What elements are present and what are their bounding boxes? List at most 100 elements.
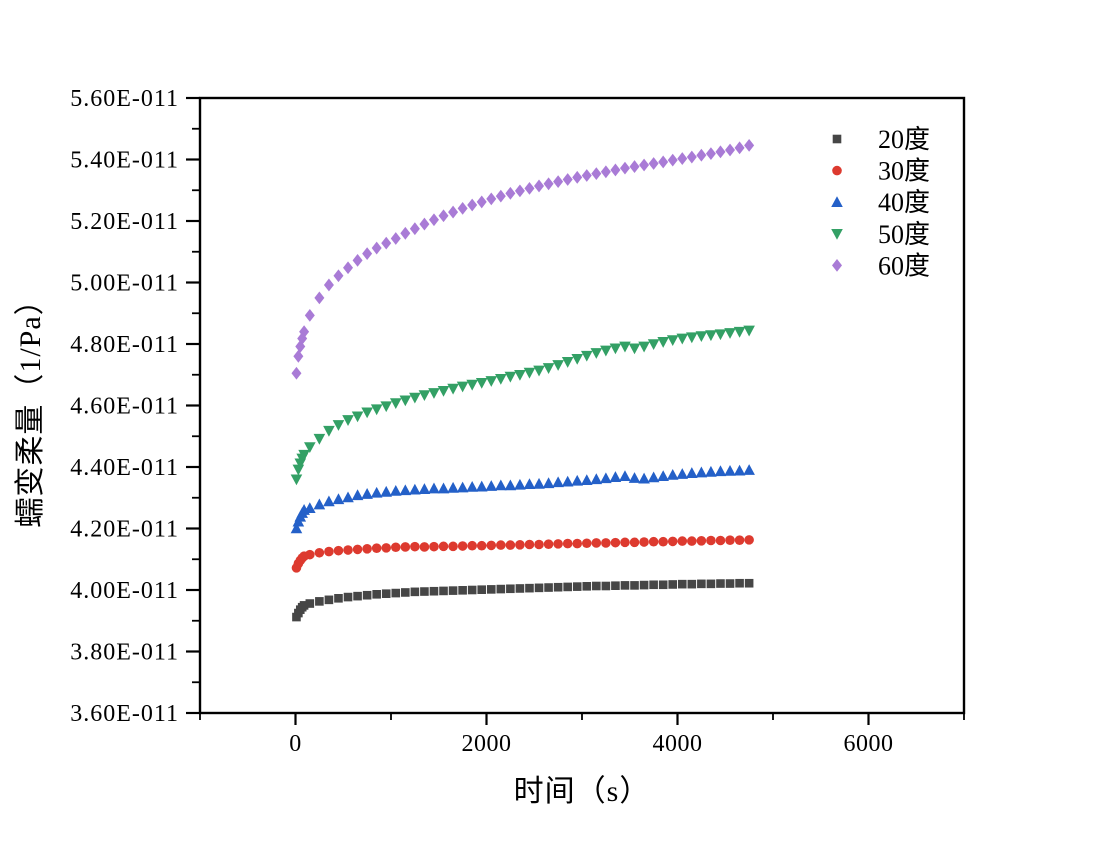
marker-triangle-up	[831, 196, 843, 207]
marker-diamond	[419, 217, 430, 231]
marker-diamond	[438, 209, 449, 223]
marker-diamond	[505, 186, 516, 200]
marker-triangle-up	[342, 491, 354, 503]
marker-triangle-down	[647, 339, 660, 350]
marker-square	[601, 581, 611, 591]
legend-item-label: 40度	[878, 188, 930, 217]
marker-triangle-down	[428, 388, 440, 399]
marker-square	[582, 582, 592, 591]
y-tick-label: 4.20E-011	[70, 517, 179, 543]
marker-square	[563, 582, 572, 592]
marker-triangle-down	[676, 333, 689, 345]
marker-triangle-up	[514, 478, 526, 490]
marker-triangle-up	[361, 488, 373, 499]
axis-tick-labels: 5.60E-011 5.40E-011 5.20E-011 5.00E-011 4.80…	[70, 86, 893, 757]
marker-diamond	[832, 259, 842, 272]
marker-triangle-up	[686, 467, 698, 478]
marker-triangle-up	[695, 466, 708, 478]
marker-triangle-up	[542, 477, 555, 489]
marker-diamond	[715, 145, 726, 159]
marker-triangle-down	[724, 328, 736, 339]
marker-triangle-down	[361, 407, 373, 419]
marker-square	[639, 580, 649, 590]
marker-diamond	[658, 155, 669, 169]
marker-diamond	[495, 189, 506, 203]
marker-diamond	[400, 226, 411, 240]
y-tick-label: 3.60E-011	[70, 701, 179, 727]
marker-triangle-down	[342, 415, 354, 426]
marker-square	[439, 586, 448, 596]
marker-square	[448, 586, 458, 595]
marker-circle	[667, 536, 678, 547]
marker-circle	[314, 547, 325, 558]
marker-diamond	[476, 195, 487, 209]
marker-triangle-up	[561, 475, 574, 487]
marker-diamond	[457, 201, 468, 215]
marker-square	[544, 583, 553, 592]
x-tick-label: 6000	[844, 731, 894, 757]
marker-square	[305, 599, 315, 608]
marker-triangle-down	[686, 332, 698, 344]
marker-triangle-up	[447, 481, 459, 493]
marker-triangle-down	[666, 335, 679, 347]
marker-triangle-down	[292, 464, 305, 476]
marker-triangle-down	[514, 369, 526, 381]
marker-diamond	[486, 192, 497, 206]
marker-square	[334, 594, 343, 603]
marker-triangle-up	[504, 479, 517, 491]
marker-triangle-down	[504, 371, 517, 383]
marker-diamond	[299, 325, 310, 339]
marker-triangle-down	[695, 331, 708, 343]
marker-diamond	[352, 253, 363, 267]
marker-square	[420, 587, 429, 596]
series-60度	[291, 138, 755, 380]
y-tick-label: 4.40E-011	[70, 455, 179, 481]
marker-square	[572, 582, 582, 591]
marker-triangle-down	[304, 442, 316, 454]
marker-square	[697, 579, 706, 589]
marker-triangle-down	[609, 343, 622, 355]
marker-triangle-up	[409, 483, 421, 495]
marker-triangle-up	[743, 464, 755, 475]
marker-square	[735, 578, 744, 588]
legend-item-label: 50度	[878, 220, 930, 249]
marker-triangle-down	[619, 341, 631, 353]
marker-circle	[620, 537, 630, 548]
marker-square	[525, 583, 534, 593]
marker-square	[299, 601, 309, 610]
marker-triangle-down	[628, 343, 641, 355]
marker-diamond	[371, 241, 382, 255]
marker-circle	[419, 542, 430, 552]
marker-triangle-down	[447, 383, 459, 395]
marker-circle	[553, 539, 563, 549]
series-50度	[290, 325, 755, 486]
marker-circle	[610, 537, 621, 548]
marker-circle	[591, 538, 602, 548]
data-points	[290, 138, 755, 622]
marker-diamond	[562, 173, 573, 186]
marker-circle	[381, 543, 392, 553]
marker-triangle-up	[389, 484, 402, 496]
marker-triangle-down	[332, 420, 345, 431]
marker-square	[649, 580, 658, 590]
marker-triangle-down	[351, 411, 364, 423]
marker-triangle-down	[418, 390, 431, 402]
series-40度	[290, 464, 755, 534]
marker-square	[668, 580, 678, 589]
marker-triangle-up	[290, 522, 303, 534]
marker-circle	[696, 536, 707, 546]
marker-triangle-up	[619, 470, 631, 482]
marker-triangle-up	[351, 489, 364, 501]
marker-triangle-down	[533, 365, 545, 377]
marker-circle	[534, 539, 544, 550]
marker-circle	[687, 536, 697, 546]
marker-square	[592, 581, 601, 591]
marker-diamond	[543, 177, 554, 191]
marker-triangle-up	[313, 498, 326, 510]
marker-square	[620, 581, 630, 590]
marker-triangle-up	[676, 468, 689, 479]
marker-triangle-up	[323, 495, 335, 507]
marker-circle	[496, 540, 506, 550]
marker-circle	[601, 538, 611, 548]
